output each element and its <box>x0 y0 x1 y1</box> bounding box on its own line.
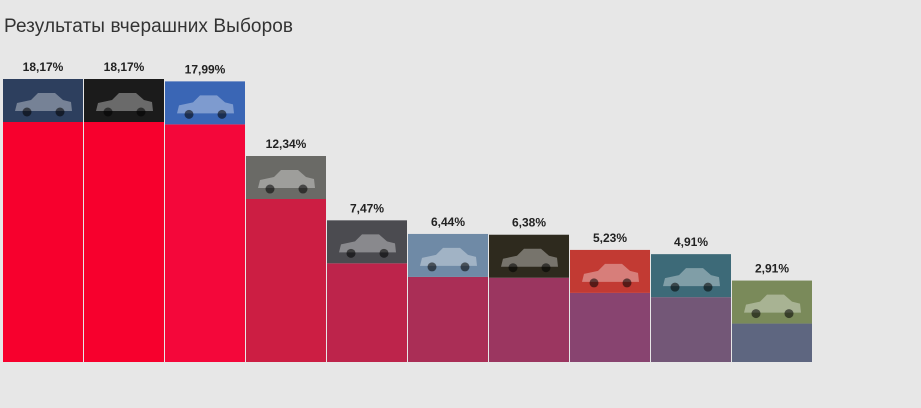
value-label-10: 2,91% <box>755 262 789 276</box>
bar-1 <box>3 122 83 362</box>
value-label-8: 5,23% <box>593 231 627 245</box>
value-label-5: 7,47% <box>350 201 384 215</box>
value-label-1: 18,17% <box>23 60 64 74</box>
car-photo-icon <box>570 249 650 293</box>
car-photo-icon <box>489 234 569 278</box>
bar-7 <box>489 277 569 362</box>
car-photo-icon <box>651 254 731 298</box>
bar-8 <box>570 292 650 362</box>
bar-4 <box>246 199 326 362</box>
car-photo-icon <box>165 81 245 125</box>
car-photo-icon <box>327 220 407 264</box>
bar-2 <box>84 122 164 362</box>
car-photo-icon <box>246 156 326 200</box>
value-label-2: 18,17% <box>104 60 145 74</box>
value-label-7: 6,38% <box>512 216 546 230</box>
value-label-3: 17,99% <box>185 62 226 76</box>
bar-6 <box>408 276 488 362</box>
bar-5 <box>327 263 407 362</box>
value-label-6: 6,44% <box>431 215 465 229</box>
bar-10 <box>732 323 812 362</box>
bar-9 <box>651 297 731 362</box>
chart-title: Результаты вчерашних Выборов <box>4 16 294 37</box>
car-photo-icon <box>408 233 488 277</box>
car-photo-icon <box>732 280 812 324</box>
value-label-4: 12,34% <box>266 137 307 151</box>
car-photo-icon <box>3 79 83 122</box>
bar-3 <box>165 124 245 362</box>
car-photo-icon <box>84 79 164 122</box>
value-label-9: 4,91% <box>674 235 708 249</box>
